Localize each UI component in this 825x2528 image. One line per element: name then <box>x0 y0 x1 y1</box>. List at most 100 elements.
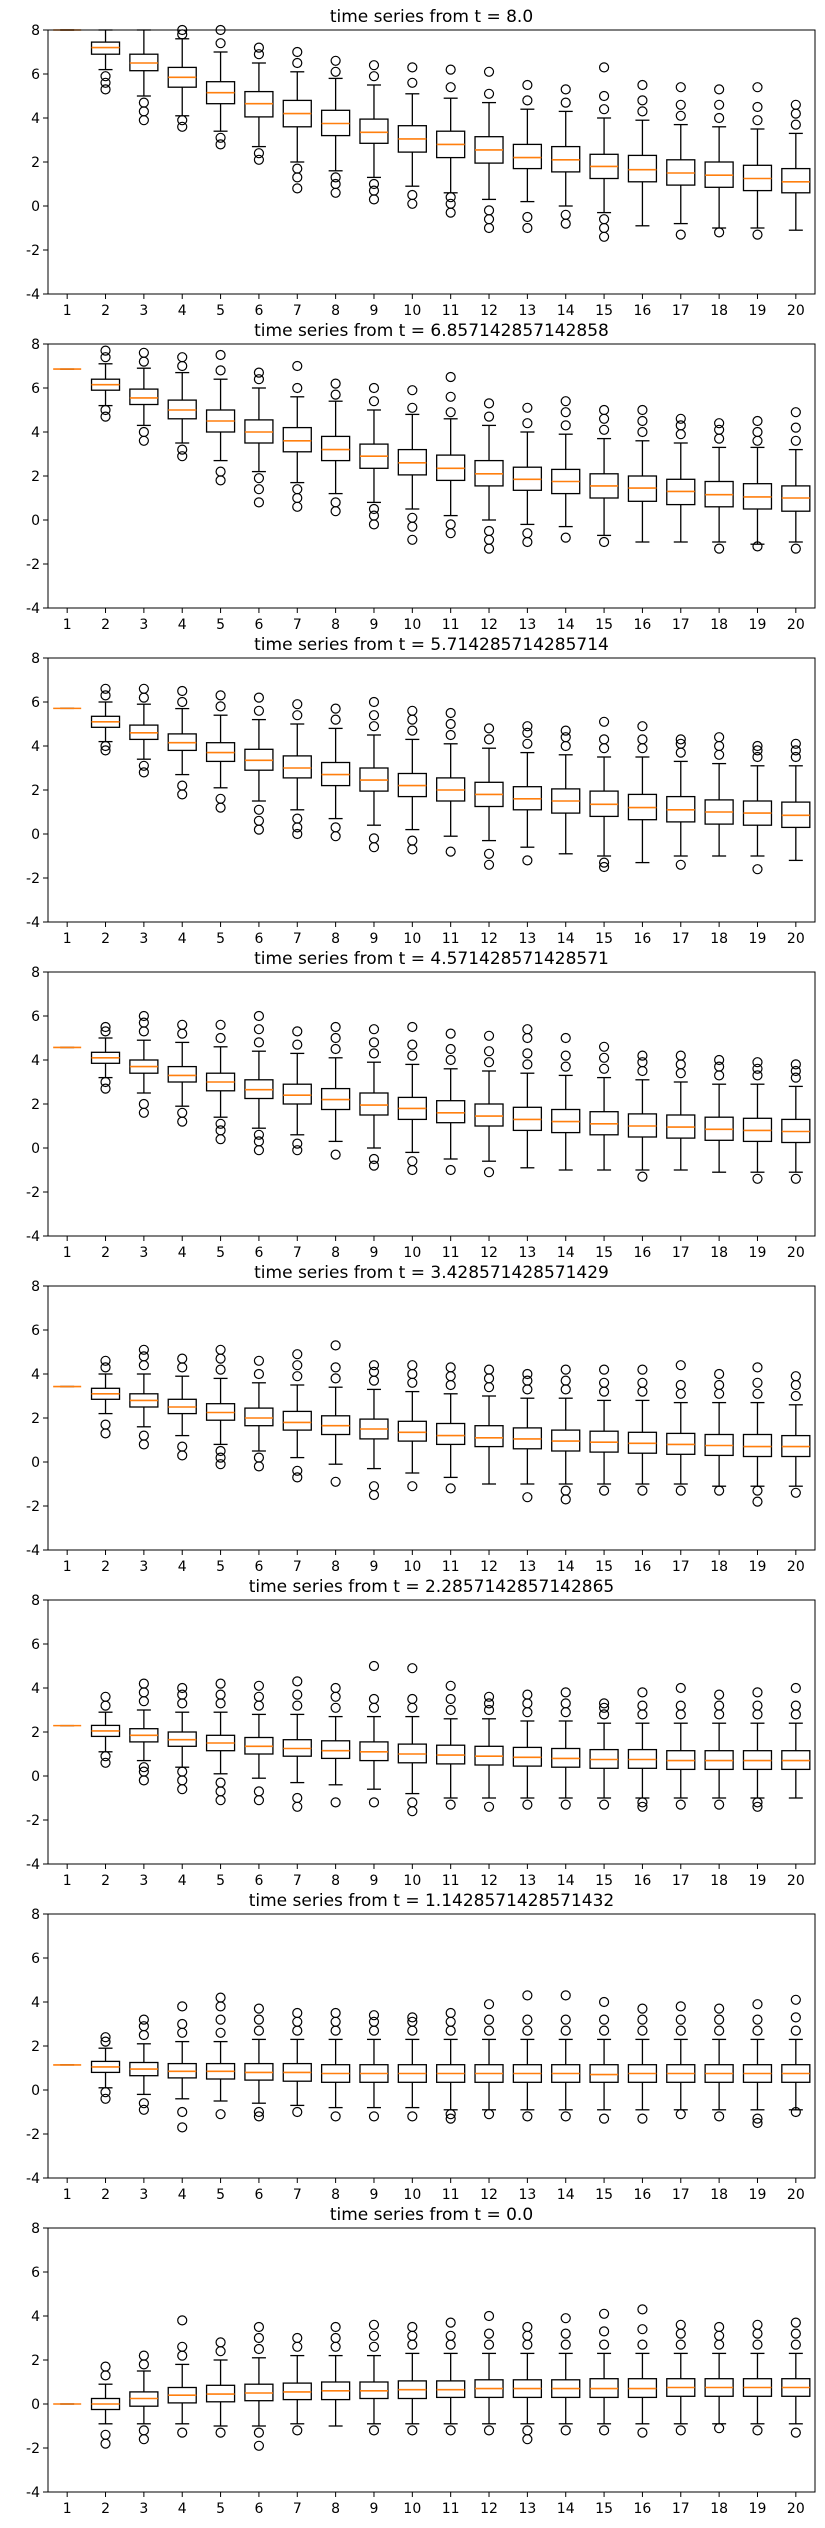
outlier-point <box>522 222 533 234</box>
outlier-point <box>177 2018 188 2030</box>
outlier-point <box>790 2427 801 2438</box>
outlier-point <box>522 1492 533 1503</box>
outlier-point <box>714 2321 725 2333</box>
y-tick-label: -4 <box>26 2171 40 2187</box>
outlier-point <box>445 391 456 402</box>
outlier-point <box>790 435 801 446</box>
box-20 <box>781 1371 811 1498</box>
outlier-point <box>215 1344 226 1355</box>
outlier-point <box>790 1994 801 2005</box>
outlier-point <box>330 2025 341 2036</box>
outlier-point <box>675 2425 686 2436</box>
outlier-point <box>407 77 418 88</box>
outlier-point <box>790 108 801 119</box>
outlier-point <box>253 49 265 60</box>
outlier-point <box>138 1430 149 1441</box>
outlier-point <box>292 1349 303 1360</box>
outlier-point <box>138 2104 149 2115</box>
box-2 <box>90 345 121 422</box>
outlier-point <box>368 1375 380 1386</box>
outlier-point <box>714 1070 725 1081</box>
outlier-point <box>675 734 686 745</box>
outlier-point <box>215 365 226 376</box>
outlier-point <box>675 110 686 121</box>
outlier-point <box>522 1032 533 1044</box>
x-tick-label: 12 <box>480 931 498 947</box>
box-17 <box>666 2001 696 2120</box>
box-12 <box>474 398 504 554</box>
outlier-point <box>407 1368 418 1380</box>
box-11 <box>436 707 466 857</box>
x-tick-label: 16 <box>634 2187 652 2203</box>
box-18 <box>704 1054 734 1173</box>
outlier-point <box>368 503 380 515</box>
outlier-point <box>714 1485 725 1496</box>
outlier-point <box>138 2029 149 2041</box>
box-2 <box>90 1691 121 1768</box>
outlier-point <box>407 705 418 716</box>
outlier-point <box>522 402 533 413</box>
x-tick-label: 10 <box>403 2187 421 2203</box>
outlier-point <box>752 115 763 126</box>
box-16 <box>627 79 658 227</box>
x-tick-label: 8 <box>331 1245 340 1261</box>
outlier-point <box>407 1663 418 1674</box>
box-body <box>436 1100 466 1124</box>
box-10 <box>397 62 427 209</box>
outlier-point <box>483 222 495 234</box>
y-tick-label: -2 <box>26 243 40 259</box>
outlier-point <box>598 1364 610 1375</box>
outlier-point <box>714 1700 725 1711</box>
outlier-point <box>407 714 418 725</box>
outlier-point <box>215 2027 226 2038</box>
outlier-point <box>752 1999 763 2010</box>
outlier-point <box>177 1682 188 1694</box>
box-15 <box>589 404 619 548</box>
box-17 <box>666 1682 696 1810</box>
outlier-point <box>522 2330 533 2341</box>
outlier-point <box>215 1992 226 2003</box>
outlier-point <box>253 1024 265 1035</box>
box-17 <box>666 1360 696 1496</box>
outlier-point <box>522 2321 533 2333</box>
outlier-point <box>675 2328 686 2339</box>
x-tick-label: 7 <box>293 617 302 633</box>
y-tick-label: 8 <box>31 2221 40 2237</box>
outlier-point <box>598 413 610 424</box>
x-tick-label: 16 <box>634 1873 652 1889</box>
box-6 <box>244 2321 274 2451</box>
outlier-point <box>330 506 341 517</box>
outlier-point <box>637 2003 648 2014</box>
box-2 <box>90 1355 121 1439</box>
outlier-point <box>330 703 341 714</box>
outlier-point <box>177 115 188 126</box>
outlier-point <box>292 1138 303 1149</box>
outlier-point <box>790 1059 801 1070</box>
outlier-point <box>790 1487 801 1498</box>
outlier-point <box>752 1496 763 1507</box>
x-tick-label: 13 <box>518 2501 536 2517</box>
outlier-point <box>138 1010 149 1022</box>
outlier-point <box>637 79 648 91</box>
outlier-point <box>714 1061 725 1072</box>
outlier-point <box>138 1344 149 1355</box>
x-tick-label: 11 <box>442 2187 460 2203</box>
outlier-point <box>330 66 341 77</box>
y-tick-label: 0 <box>31 1455 40 1471</box>
box-body <box>320 435 351 462</box>
chart-title: time series from t = 4.571428571428571 <box>254 949 609 969</box>
outlier-point <box>407 1693 418 1705</box>
outlier-point <box>215 1032 226 1044</box>
outlier-point <box>100 411 111 422</box>
outlier-point <box>368 1366 380 1377</box>
outlier-point <box>522 1384 533 1395</box>
x-tick-label: 10 <box>403 1559 421 1575</box>
y-tick-label: 8 <box>31 651 40 667</box>
x-tick-label: 2 <box>101 303 110 319</box>
outlier-point <box>675 2109 686 2120</box>
outlier-point <box>407 2339 418 2350</box>
box-12 <box>474 1030 504 1178</box>
outlier-point <box>177 2027 188 2038</box>
box-body <box>397 1420 427 1442</box>
y-tick-label: -4 <box>26 1857 40 1873</box>
